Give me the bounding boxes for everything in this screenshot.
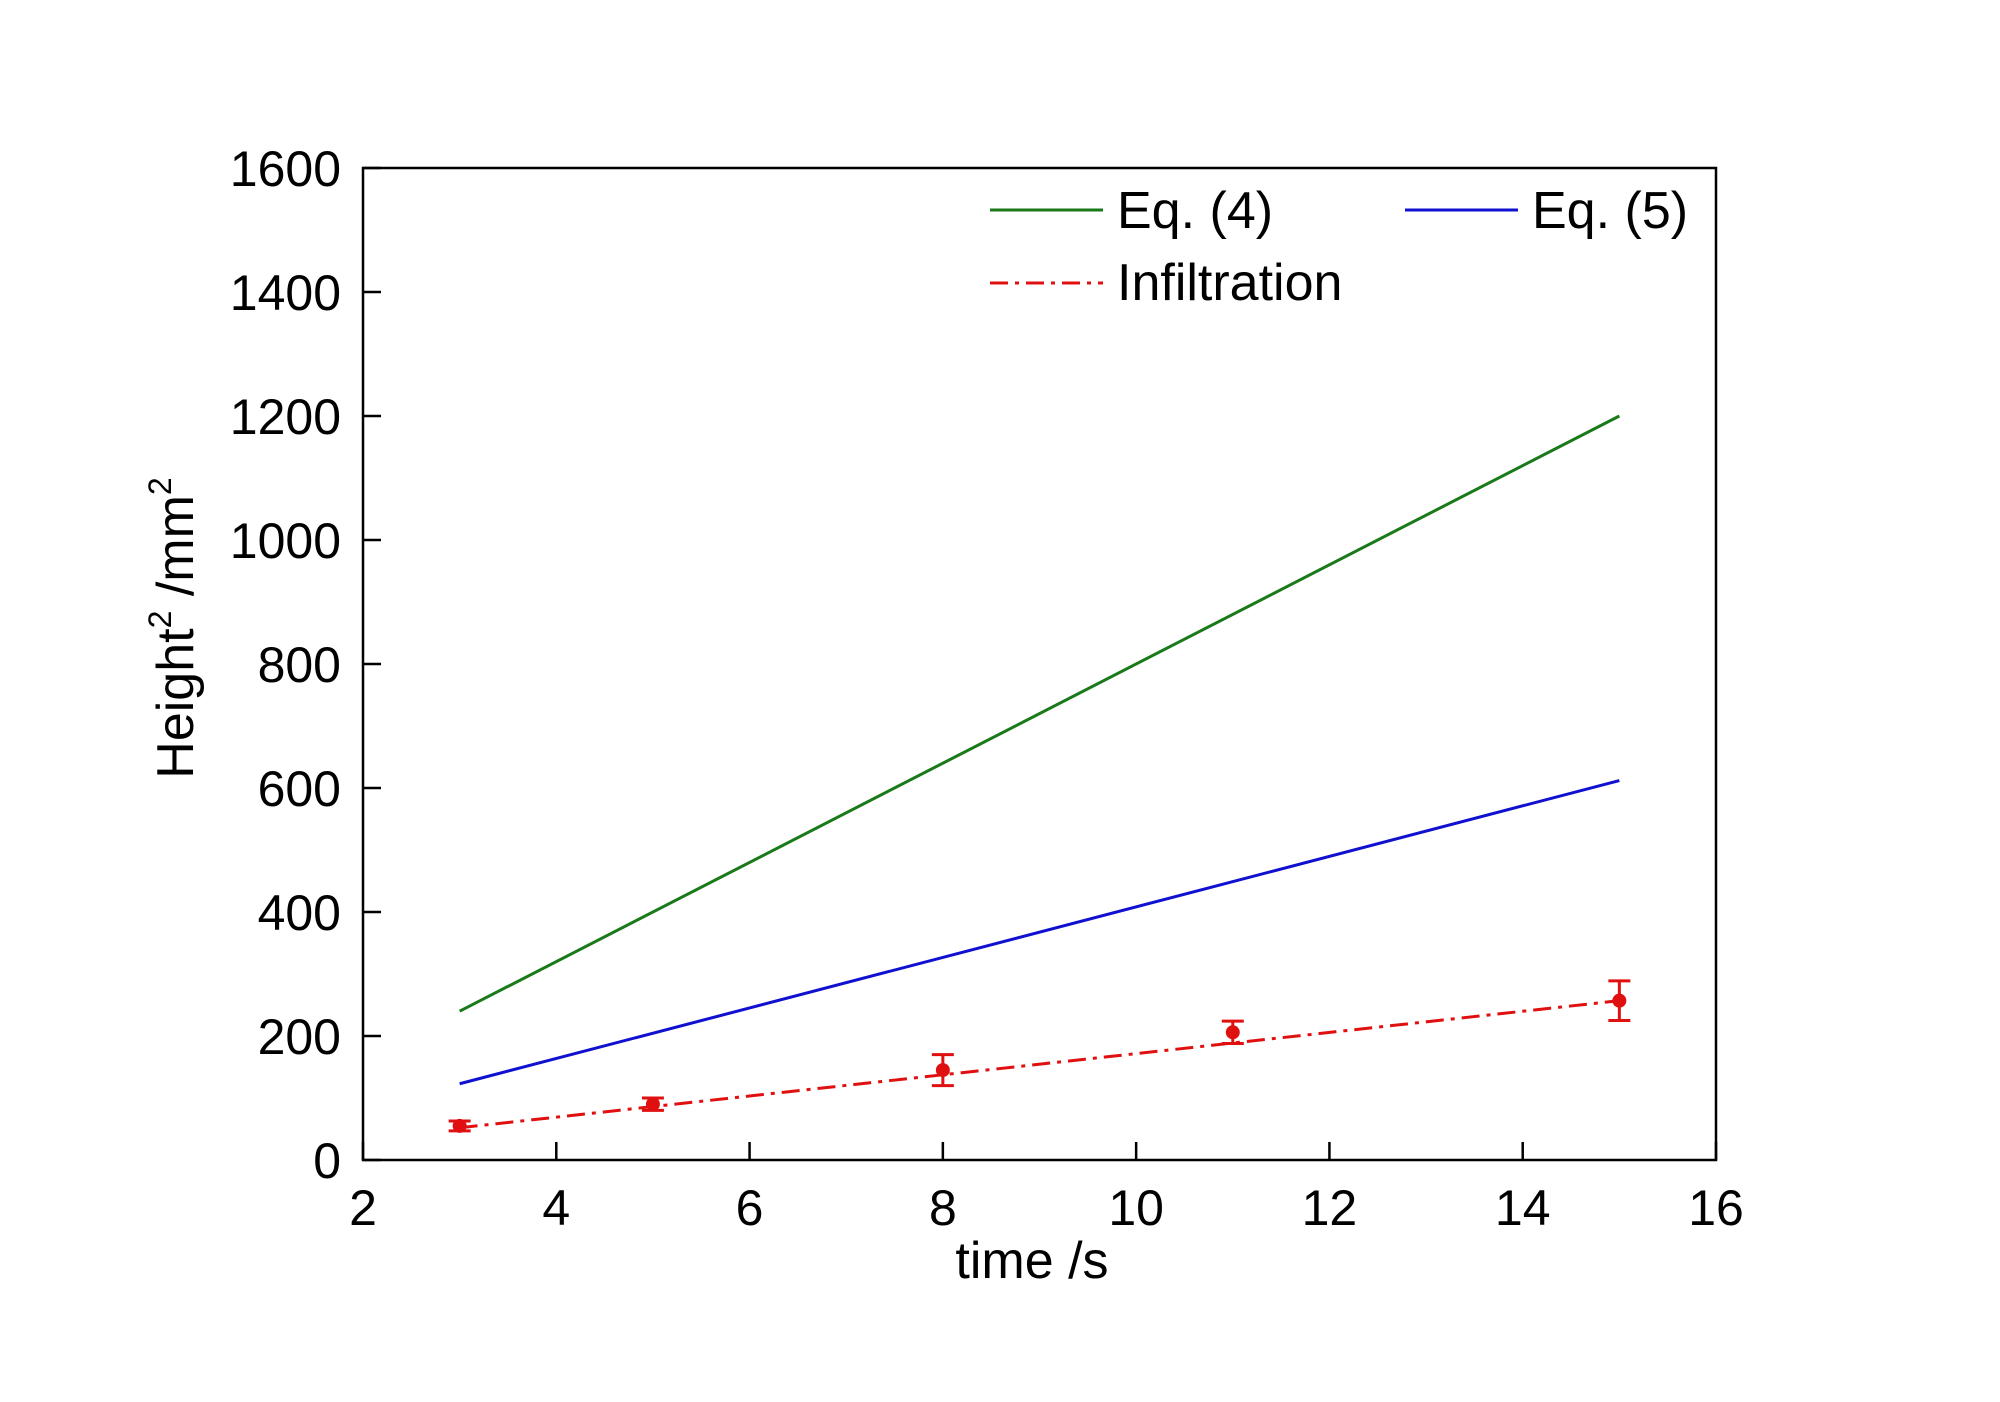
x-tick-label-6: 6	[736, 1180, 764, 1236]
series-line-2	[459, 999, 1620, 1130]
legend: Eq. (4) Eq. (5) Infiltration	[990, 182, 1688, 312]
data-point-4	[1612, 993, 1627, 1008]
y-axis-label: Height2 /mm2	[142, 477, 205, 778]
x-tick-label-2: 2	[349, 1180, 377, 1236]
data-point-3	[1225, 1025, 1240, 1040]
axis-ticks: 2 4 6 8 10 12 14 16 0 200 400 600 800 1000 1200 1400 160…	[230, 141, 1744, 1236]
y-tick-label-0: 0	[313, 1133, 341, 1189]
x-tick-label-4: 4	[542, 1180, 570, 1236]
x-tick-label-12: 12	[1302, 1180, 1358, 1236]
x-axis-label: time /s	[955, 1232, 1108, 1290]
legend-label-infiltration: Infiltration	[1117, 254, 1342, 312]
series-line-0	[458, 414, 1621, 1013]
legend-label-eq4: Eq. (4)	[1117, 182, 1273, 240]
series-layer	[458, 414, 1621, 1130]
x-tick-label-8: 8	[929, 1180, 957, 1236]
y-tick-label-400: 400	[258, 885, 341, 941]
y-tick-label-1400: 1400	[230, 265, 341, 321]
y-tick-label-600: 600	[258, 761, 341, 817]
y-tick-label-200: 200	[258, 1009, 341, 1065]
series-line-1	[459, 779, 1620, 1086]
x-tick-label-14: 14	[1495, 1180, 1551, 1236]
data-point-0	[452, 1118, 467, 1133]
markers-layer	[448, 979, 1631, 1133]
y-tick-label-1600: 1600	[230, 141, 341, 197]
y-tick-label-1000: 1000	[230, 513, 341, 569]
x-tick-label-16: 16	[1688, 1180, 1744, 1236]
y-tick-label-800: 800	[258, 637, 341, 693]
data-point-2	[935, 1063, 950, 1078]
y-tick-label-1200: 1200	[230, 389, 341, 445]
legend-label-eq5: Eq. (5)	[1532, 182, 1688, 240]
x-tick-label-10: 10	[1108, 1180, 1164, 1236]
data-point-1	[645, 1097, 660, 1112]
